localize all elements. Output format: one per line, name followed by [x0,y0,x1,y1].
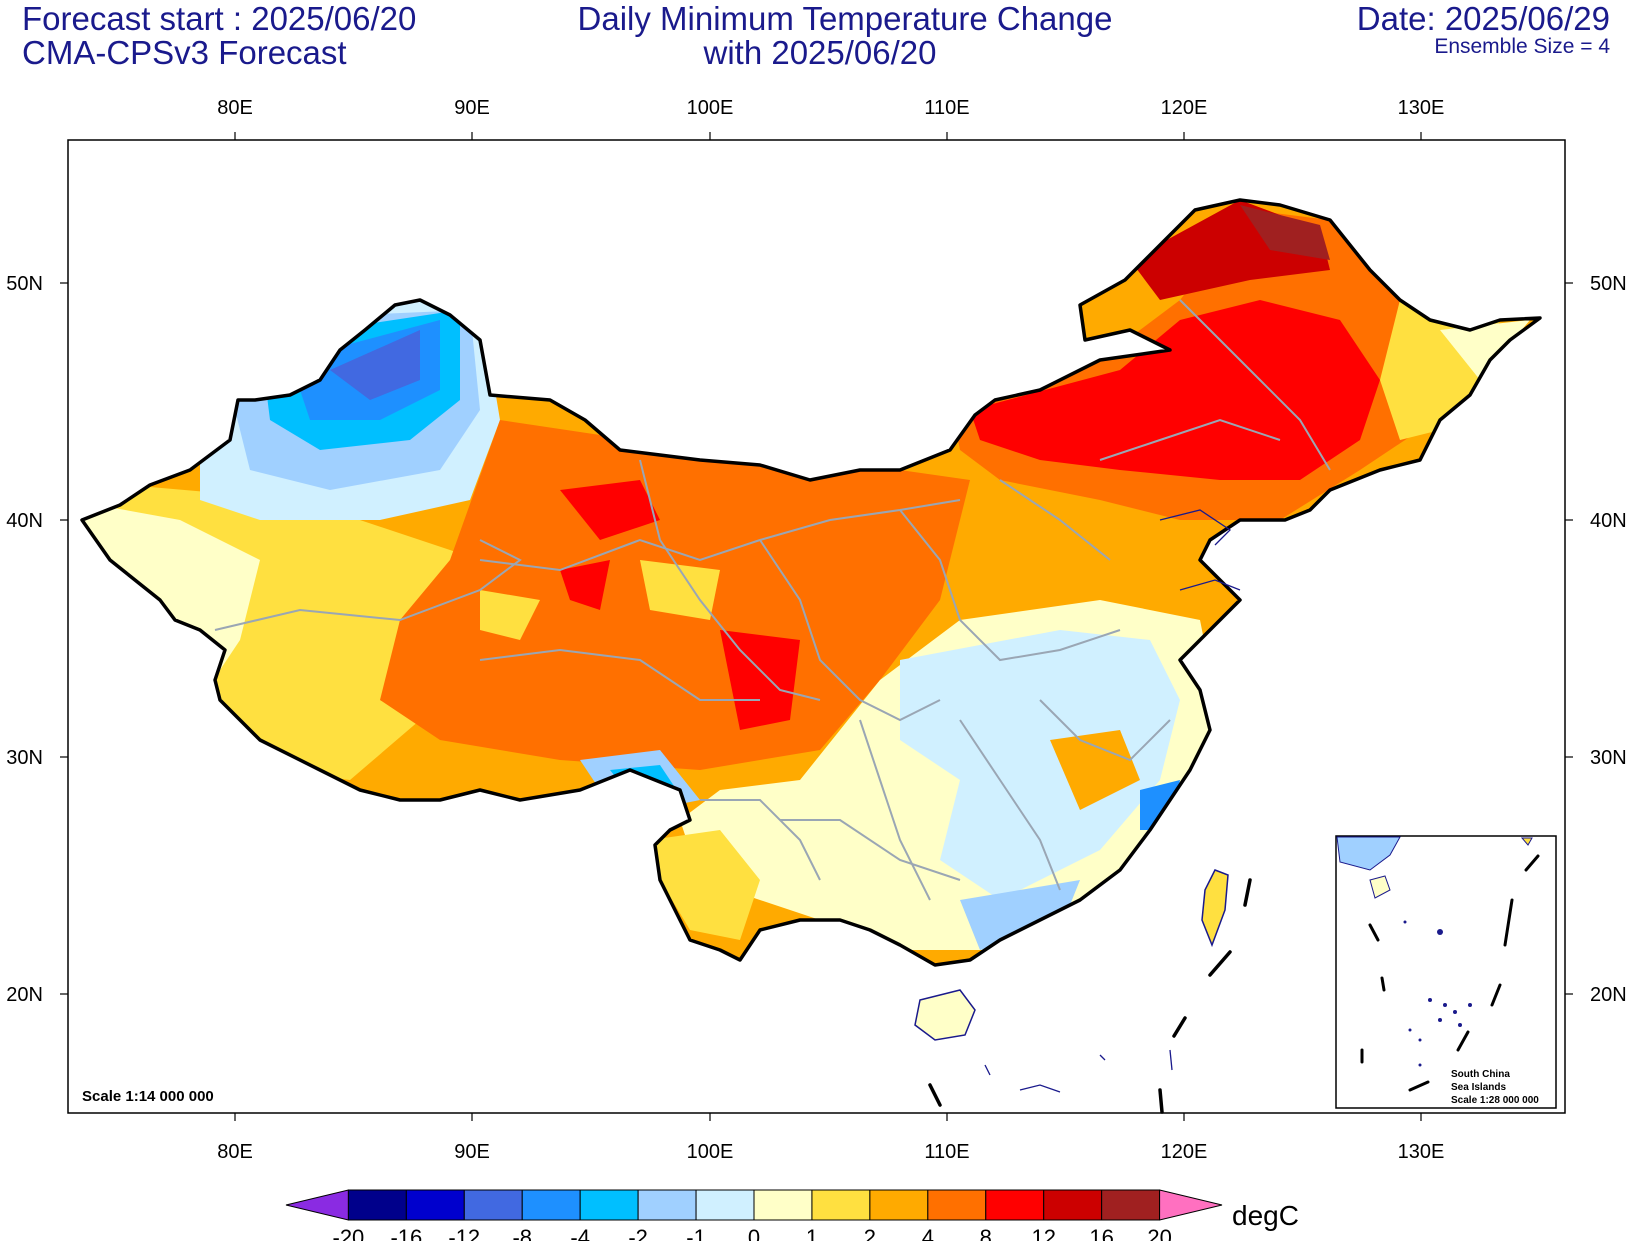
lat-label-right: 30N [1590,747,1627,769]
lon-label-top: 130E [1398,97,1445,119]
map-title-line1: Daily Minimum Temperature Change [577,0,1113,37]
lon-label-top: 120E [1161,97,1208,119]
colorbar-label: 20 [1147,1225,1171,1241]
lon-label-bottom: 90E [454,1141,490,1163]
colorbar-swatch [695,1189,755,1221]
colorbar-label: -16 [390,1225,422,1241]
hainan-island [914,989,976,1041]
lon-label-top: 110E [924,97,969,119]
colorbar-swatch [1101,1189,1161,1221]
colorbar-label: 12 [1031,1225,1055,1241]
map-title-line2: with 2025/06/20 [703,34,937,71]
lon-label-bottom: 130E [1398,1141,1445,1163]
colorbar-swatch [521,1189,581,1221]
lat-label-left: 30N [6,747,43,769]
colorbar-swatch [869,1189,929,1221]
lat-label-left: 40N [6,510,43,532]
valid-date-label: Date: 2025/06/29 [1356,0,1610,37]
country-border [80,198,1542,967]
inset-title-line1: South China [1451,1069,1510,1080]
colorbar-label: -4 [570,1225,590,1241]
colorbar-swatch [985,1189,1045,1221]
map-scale-note: Scale 1:14 000 000 [82,1088,214,1105]
colorbar-swatch [811,1189,871,1221]
colorbar-label: -2 [628,1225,648,1241]
lon-ticks [234,132,1422,1121]
lon-label-bottom: 80E [217,1141,253,1163]
colorbar-label: -12 [448,1225,480,1241]
colorbar-label: 4 [922,1225,934,1241]
colorbar-swatch [579,1189,639,1221]
colorbar-label: -20 [333,1225,365,1241]
lat-label-right: 40N [1590,510,1627,532]
colorbar-label: 1 [806,1225,818,1241]
inset-title-line2: Sea Islands [1451,1082,1506,1093]
lat-label-right: 20N [1590,984,1627,1006]
lon-label-bottom: 110E [924,1141,969,1163]
lon-label-bottom: 100E [687,1141,734,1163]
lon-label-bottom: 120E [1161,1141,1208,1163]
colorbar-swatch [753,1189,813,1221]
lat-label-left: 20N [6,984,43,1006]
inset-taiwan [1520,837,1533,846]
colorbar-label: 16 [1089,1225,1113,1241]
lat-label-left: 50N [6,273,43,295]
model-label: CMA-CPSv3 Forecast [22,34,347,71]
colorbar-arrow-high [1159,1189,1223,1221]
inset-coast [1336,836,1401,871]
taiwan-island [1201,869,1229,948]
colorbar-swatch [927,1189,987,1221]
colorbar-arrow-low [285,1189,349,1221]
colorbar-swatch [347,1189,407,1221]
colorbar-swatch [405,1189,465,1221]
inset-islands [1403,920,1472,1067]
inset-map-frame [1335,835,1557,1109]
colorbar-label: -1 [686,1225,706,1241]
province-boundaries [214,299,1331,901]
colorbar-label: -8 [512,1225,532,1241]
colorbar-swatch [637,1189,697,1221]
nine-dash-line [928,878,1252,1114]
colorbar-label: 0 [748,1225,760,1241]
colorbar-swatch [463,1189,523,1221]
colorbar-unit: degC [1232,1200,1299,1231]
forecast-start-label: Forecast start : 2025/06/20 [22,0,417,37]
inset-dash-line [1360,854,1540,1092]
lat-ticks [60,282,1573,995]
colorbar-label: 8 [980,1225,992,1241]
lat-label-right: 50N [1590,273,1627,295]
colorbar-swatch [1043,1189,1103,1221]
colorbar: -20 -16 -12 -8 -4 -2 -1 0 1 2 4 8 12 16 20 [285,1189,1223,1241]
lon-label-top: 80E [217,97,253,119]
coastline [984,509,1241,1093]
ensemble-size-label: Ensemble Size = 4 [1434,35,1610,58]
lon-label-top: 100E [687,97,734,119]
lon-label-top: 90E [454,97,490,119]
colorbar-label: 2 [864,1225,876,1241]
inset-scale-note: Scale 1:28 000 000 [1451,1095,1539,1106]
inset-hainan [1369,875,1391,899]
